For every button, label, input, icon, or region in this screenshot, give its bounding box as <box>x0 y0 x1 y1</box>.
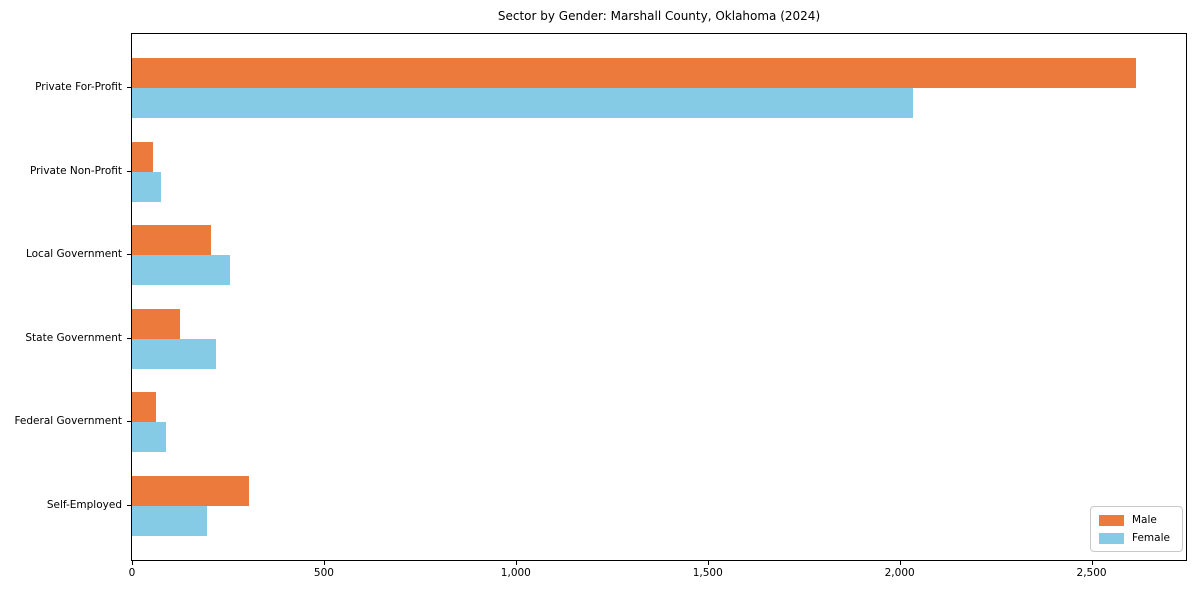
bar-male-1 <box>132 141 154 172</box>
y-tick-2 <box>127 254 131 256</box>
bar-male-0 <box>132 58 1136 89</box>
y-tick-3 <box>127 337 131 339</box>
bar-female-3 <box>132 338 217 369</box>
x-tick-1 <box>323 561 325 565</box>
bar-female-4 <box>132 422 166 453</box>
x-tick-2 <box>515 561 517 565</box>
legend-swatch-female <box>1099 532 1124 544</box>
legend-swatch-male <box>1099 514 1124 526</box>
bar-female-0 <box>132 88 914 119</box>
y-axis-label-0: Private For-Profit <box>35 81 122 94</box>
x-tick-label-5: 2,500 <box>1076 567 1107 579</box>
x-tick-0 <box>132 561 133 565</box>
bar-female-2 <box>132 255 230 286</box>
legend: Male Female <box>1090 506 1183 552</box>
x-tick-4 <box>899 561 901 565</box>
x-tick-label-4: 2,000 <box>884 567 915 579</box>
y-tick-0 <box>127 87 131 89</box>
x-tick-label-2: 1,000 <box>500 567 531 579</box>
x-tick-label-1: 500 <box>313 567 334 579</box>
bar-male-3 <box>132 308 180 339</box>
x-tick-label-0: 0 <box>128 567 136 579</box>
y-axis-label-1: Private Non-Profit <box>29 164 122 177</box>
bar-male-2 <box>132 225 211 256</box>
legend-label-female: Female <box>1132 532 1170 544</box>
legend-item-female: Female <box>1099 532 1170 544</box>
bar-male-5 <box>132 475 250 506</box>
y-tick-5 <box>127 504 131 506</box>
y-axis-label-2: Local Government <box>25 248 122 261</box>
y-axis-label-4: Federal Government <box>14 415 122 428</box>
bar-male-4 <box>132 392 156 423</box>
x-tick-label-3: 1,500 <box>692 567 723 579</box>
legend-label-male: Male <box>1132 514 1157 526</box>
y-axis-label-3: State Government <box>25 331 122 344</box>
bar-female-1 <box>132 171 161 202</box>
y-axis-label-5: Self-Employed <box>46 498 122 511</box>
legend-item-male: Male <box>1099 514 1170 526</box>
plot-area <box>131 33 1187 561</box>
y-tick-1 <box>127 170 131 172</box>
y-tick-4 <box>127 421 131 423</box>
x-tick-5 <box>1091 561 1093 565</box>
chart-title: Sector by Gender: Marshall County, Oklah… <box>497 9 821 23</box>
x-tick-3 <box>707 561 709 565</box>
bar-female-5 <box>132 505 207 536</box>
